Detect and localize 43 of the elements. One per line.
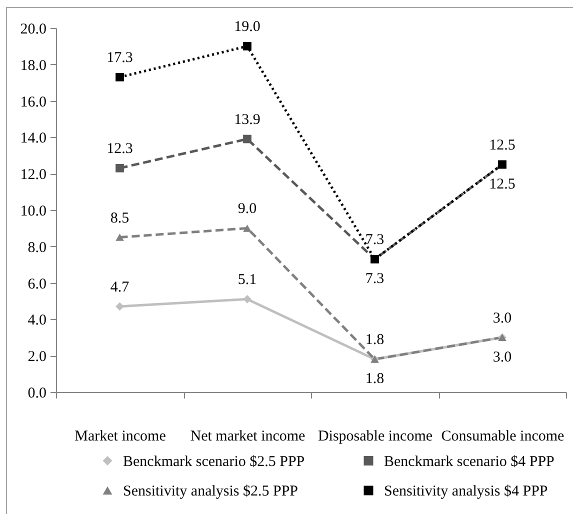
data-label: 7.3	[365, 232, 384, 248]
data-label: 7.3	[365, 271, 384, 288]
x-tick-label: Consumable income	[441, 428, 565, 444]
data-label: 8.5	[110, 210, 130, 226]
point	[243, 134, 252, 144]
y-tick-label: 14.0	[20, 130, 46, 147]
data-label: 12.3	[106, 141, 133, 158]
point	[243, 224, 252, 232]
point	[116, 164, 124, 172]
data-label: 12.5	[489, 138, 516, 154]
point	[243, 42, 252, 50]
legend-label: Benckmark scenario $2.5 PPP	[123, 454, 305, 470]
data-label: 13.9	[234, 112, 260, 128]
data-label: 3.0	[492, 349, 512, 366]
data-label: 5.1	[238, 272, 257, 288]
y-tick-label: 8.0	[28, 240, 46, 256]
data-label: 3.0	[492, 310, 512, 326]
y-tick-label: 4.0	[28, 312, 46, 329]
legend-label: Sensitivity analysis $4 PPP	[384, 484, 548, 500]
x-tick-label: Disposable income	[318, 428, 433, 444]
y-tick-label: 10.0	[20, 204, 46, 220]
data-label: 4.7	[110, 279, 130, 296]
y-tick-label: 20.0	[20, 22, 46, 38]
y-tick-label: 2.0	[28, 349, 46, 366]
point	[116, 302, 124, 311]
y-tick-label: 12.0	[20, 167, 46, 184]
data-label: 12.5	[489, 176, 516, 192]
data-label: 9.0	[238, 201, 257, 218]
x-tick-label: Net market income	[190, 428, 306, 444]
point	[243, 294, 252, 304]
y-tick-label: 18.0	[20, 58, 46, 74]
x-tick-label: Market income	[74, 428, 166, 444]
data-label: 1.8	[365, 371, 384, 388]
y-tick-label: 0.0	[28, 386, 46, 402]
legend-label: Sensitivity analysis $2.5 PPP	[123, 484, 298, 500]
data-label: 17.3	[106, 50, 133, 66]
data-label: 1.8	[365, 332, 384, 348]
y-tick-label: 16.0	[20, 94, 46, 110]
y-tick-label: 6.0	[28, 276, 46, 292]
data-label: 19.0	[234, 19, 260, 36]
legend-label: Benckmark scenario $4 PPP	[384, 454, 554, 470]
point	[116, 72, 124, 82]
point	[116, 234, 124, 241]
